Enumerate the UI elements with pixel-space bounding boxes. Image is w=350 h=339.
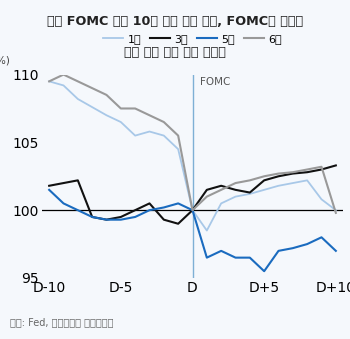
5월 bbox=[276, 249, 281, 253]
5월 bbox=[147, 208, 152, 212]
3월 bbox=[320, 167, 324, 172]
1월 bbox=[176, 147, 180, 151]
6월 bbox=[291, 170, 295, 174]
3월 bbox=[90, 215, 94, 219]
6월 bbox=[219, 188, 223, 192]
6월 bbox=[320, 165, 324, 169]
1월 bbox=[147, 129, 152, 134]
1월 bbox=[133, 134, 137, 138]
6월 bbox=[119, 106, 123, 111]
1월 bbox=[205, 228, 209, 233]
Text: (%): (%) bbox=[0, 56, 10, 66]
1월 bbox=[90, 105, 94, 109]
5월 bbox=[90, 215, 94, 219]
3월 bbox=[76, 178, 80, 182]
1월 bbox=[119, 120, 123, 124]
6월 bbox=[76, 79, 80, 83]
5월 bbox=[291, 246, 295, 250]
6월 bbox=[133, 106, 137, 111]
6월 bbox=[305, 167, 309, 172]
5월 bbox=[334, 249, 338, 253]
5월 bbox=[47, 188, 51, 192]
6월 bbox=[262, 174, 266, 178]
6월 bbox=[104, 93, 108, 97]
3월 bbox=[104, 218, 108, 222]
6월 bbox=[61, 73, 65, 77]
3월 bbox=[61, 181, 65, 185]
3월 bbox=[276, 174, 281, 178]
5월 bbox=[162, 205, 166, 210]
5월 bbox=[262, 269, 266, 273]
Text: 단기 주가 흐름 변화 나타남: 단기 주가 흐름 변화 나타남 bbox=[124, 46, 226, 59]
6월 bbox=[162, 120, 166, 124]
Line: 1월: 1월 bbox=[49, 81, 336, 231]
3월 bbox=[190, 208, 195, 212]
6월 bbox=[276, 172, 281, 176]
3월 bbox=[162, 218, 166, 222]
3월 bbox=[262, 178, 266, 182]
1월 bbox=[262, 188, 266, 192]
1월 bbox=[233, 195, 238, 199]
5월 bbox=[233, 256, 238, 260]
1월 bbox=[248, 192, 252, 196]
5월 bbox=[176, 201, 180, 205]
3월 bbox=[233, 188, 238, 192]
1월 bbox=[190, 208, 195, 212]
3월 bbox=[147, 201, 152, 205]
5월 bbox=[219, 249, 223, 253]
1월 bbox=[276, 184, 281, 188]
Text: 금년 FOMC 전후 10일 간의 주가 흐름, FOMC를 전후해: 금년 FOMC 전후 10일 간의 주가 흐름, FOMC를 전후해 bbox=[47, 15, 303, 28]
Line: 5월: 5월 bbox=[49, 190, 336, 271]
5월 bbox=[61, 201, 65, 205]
5월 bbox=[76, 208, 80, 212]
Text: 자료: Fed, 유안타증권 리서치센터: 자료: Fed, 유안타증권 리서치센터 bbox=[10, 317, 114, 327]
6월 bbox=[147, 113, 152, 117]
Text: FOMC: FOMC bbox=[199, 77, 230, 87]
Legend: 1월, 3월, 5월, 6월: 1월, 3월, 5월, 6월 bbox=[99, 29, 286, 48]
1월 bbox=[61, 83, 65, 87]
6월 bbox=[176, 134, 180, 138]
3월 bbox=[176, 222, 180, 226]
1월 bbox=[162, 134, 166, 138]
6월 bbox=[205, 195, 209, 199]
3월 bbox=[305, 170, 309, 174]
5월 bbox=[133, 215, 137, 219]
5월 bbox=[305, 242, 309, 246]
1월 bbox=[291, 181, 295, 185]
1월 bbox=[334, 208, 338, 212]
5월 bbox=[320, 235, 324, 239]
3월 bbox=[248, 191, 252, 195]
5월 bbox=[248, 256, 252, 260]
3월 bbox=[119, 215, 123, 219]
6월 bbox=[334, 211, 338, 215]
6월 bbox=[47, 79, 51, 83]
5월 bbox=[119, 218, 123, 222]
3월 bbox=[47, 184, 51, 188]
6월 bbox=[233, 181, 238, 185]
3월 bbox=[334, 163, 338, 167]
3월 bbox=[133, 208, 137, 212]
6월 bbox=[90, 86, 94, 90]
1월 bbox=[104, 113, 108, 117]
3월 bbox=[219, 184, 223, 188]
6월 bbox=[190, 208, 195, 212]
Line: 6월: 6월 bbox=[49, 75, 336, 213]
3월 bbox=[291, 172, 295, 176]
5월 bbox=[205, 256, 209, 260]
Line: 3월: 3월 bbox=[49, 165, 336, 224]
6월 bbox=[248, 178, 252, 182]
1월 bbox=[305, 178, 309, 182]
1월 bbox=[76, 97, 80, 101]
1월 bbox=[47, 79, 51, 83]
5월 bbox=[190, 208, 195, 212]
1월 bbox=[219, 201, 223, 205]
1월 bbox=[320, 197, 324, 201]
3월 bbox=[205, 188, 209, 192]
5월 bbox=[104, 218, 108, 222]
